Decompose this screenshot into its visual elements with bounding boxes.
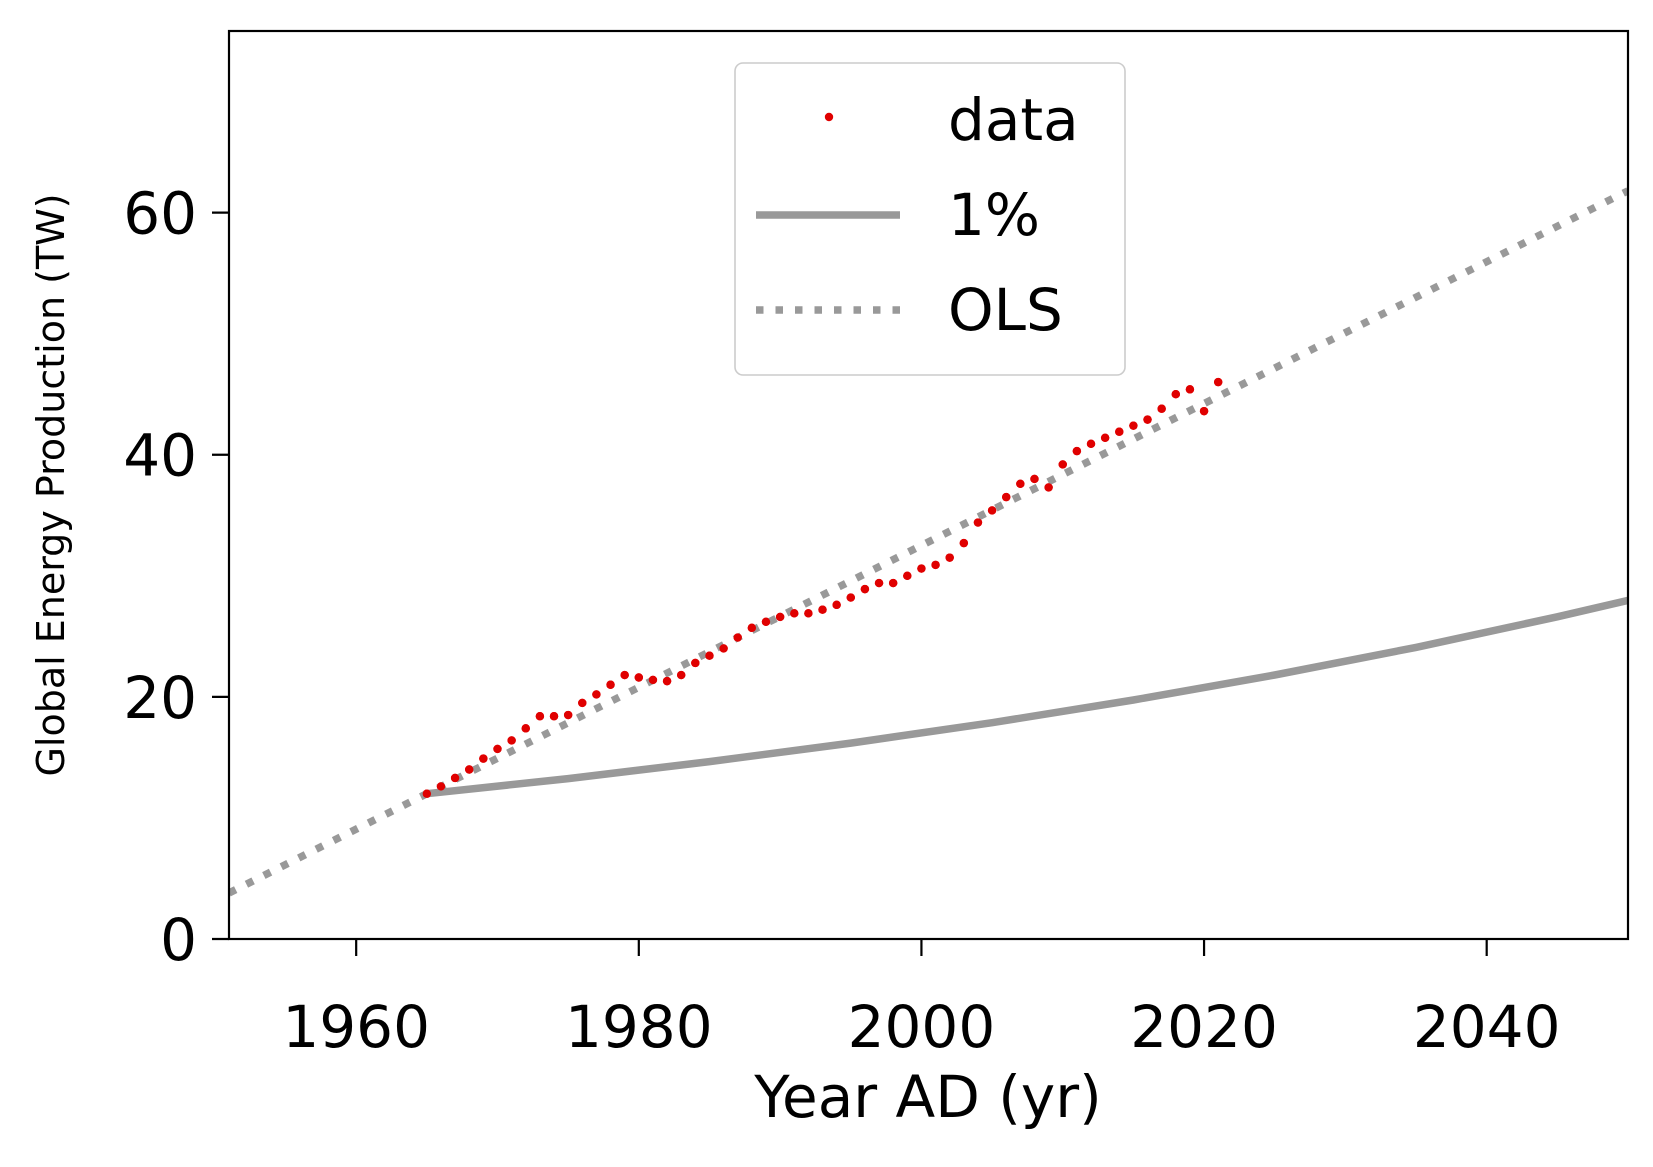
data-point	[903, 571, 912, 580]
plot-frame	[227, 29, 1630, 941]
data-point	[1213, 377, 1223, 387]
data-point	[1100, 433, 1110, 442]
data-point	[493, 744, 502, 754]
x-tick-label-2000: 2000	[848, 993, 996, 1061]
legend: data 1% OLS	[734, 62, 1126, 376]
data-point	[888, 578, 898, 588]
data-point	[1016, 479, 1025, 488]
series-1-line	[426, 596, 1628, 798]
data-point	[874, 578, 884, 588]
data-point	[860, 584, 870, 594]
legend-box	[734, 62, 1126, 376]
x-tick-label-1960: 1960	[282, 993, 430, 1061]
data-point	[578, 698, 587, 708]
data-point	[450, 773, 460, 783]
data-point	[691, 658, 700, 668]
data-point	[606, 680, 615, 689]
data-point	[973, 518, 983, 527]
y-tick-label-0: 0	[160, 906, 197, 974]
data-point	[775, 612, 785, 622]
data-point	[846, 593, 855, 602]
data-point	[790, 609, 799, 618]
x-axis-label: Year AD (yr)	[753, 1063, 1101, 1131]
data-point	[549, 712, 559, 721]
data-point	[1058, 460, 1067, 469]
data-point	[1129, 421, 1138, 430]
data-point	[1072, 446, 1082, 456]
data-point	[832, 600, 841, 610]
data-point	[1171, 390, 1180, 399]
data-point	[818, 605, 827, 614]
y-tick-label-20: 20	[123, 664, 197, 732]
y-axis-label: Global Energy Production (TW)	[29, 193, 73, 776]
legend-entry-data-label: data	[948, 86, 1079, 154]
data-point	[1157, 404, 1166, 413]
legend-entry-1-label: 1%	[948, 181, 1040, 249]
legend-entry-ols-label: OLS	[948, 276, 1063, 344]
data-point	[733, 633, 742, 642]
data-point	[761, 617, 771, 627]
data-point	[465, 765, 474, 774]
data-point	[931, 560, 940, 570]
data-point	[507, 736, 516, 745]
data-point	[662, 676, 672, 686]
data-point	[535, 712, 545, 721]
data-point	[719, 644, 728, 653]
data-point	[436, 782, 446, 791]
data-point	[620, 670, 629, 680]
x-tick-label-1980: 1980	[565, 993, 713, 1061]
data-point	[677, 670, 686, 680]
data-point	[563, 710, 573, 720]
data-point	[1115, 427, 1124, 436]
data-point	[987, 506, 997, 515]
legend-entry-data-marker	[824, 112, 834, 122]
y-tick-label-60: 60	[123, 180, 197, 248]
data-point	[479, 754, 488, 763]
data-point	[945, 553, 954, 562]
data-point	[1002, 492, 1011, 502]
data-point	[705, 651, 714, 660]
data-point	[747, 623, 757, 633]
data-point	[1143, 415, 1152, 424]
data-point	[1086, 439, 1096, 449]
x-tick-label-2040: 2040	[1413, 993, 1561, 1061]
data-point	[521, 724, 530, 733]
x-tick-label-2020: 2020	[1130, 993, 1278, 1061]
data-point	[648, 675, 658, 685]
data-point	[1030, 474, 1039, 484]
data-point	[1044, 483, 1053, 492]
data-point	[592, 690, 601, 699]
series-ols-line	[229, 187, 1628, 897]
data-point	[1199, 406, 1209, 416]
y-tick-label-40: 40	[123, 422, 197, 490]
data-point	[917, 564, 926, 573]
data-point	[422, 789, 432, 798]
data-point	[634, 673, 644, 682]
data-point	[1185, 385, 1195, 394]
data-point	[804, 609, 813, 618]
data-point	[959, 538, 969, 548]
